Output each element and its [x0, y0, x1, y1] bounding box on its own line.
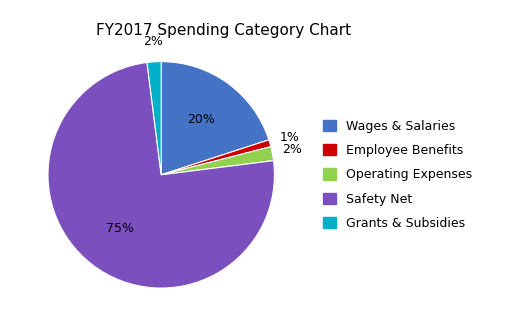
- Text: 75%: 75%: [106, 222, 134, 235]
- Wedge shape: [48, 63, 275, 288]
- Wedge shape: [161, 62, 269, 175]
- Wedge shape: [161, 140, 271, 175]
- Text: 1%: 1%: [280, 131, 300, 144]
- Wedge shape: [147, 62, 161, 175]
- Text: 20%: 20%: [187, 113, 215, 126]
- Legend: Wages & Salaries, Employee Benefits, Operating Expenses, Safety Net, Grants & Su: Wages & Salaries, Employee Benefits, Ope…: [323, 120, 472, 230]
- Text: 2%: 2%: [282, 143, 302, 156]
- Wedge shape: [161, 147, 274, 175]
- Text: FY2017 Spending Category Chart: FY2017 Spending Category Chart: [96, 23, 351, 38]
- Text: 2%: 2%: [143, 35, 163, 48]
